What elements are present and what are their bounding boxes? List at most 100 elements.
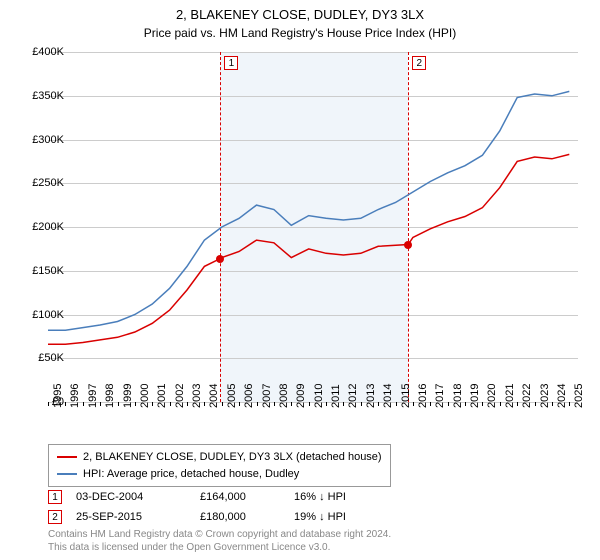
series-line xyxy=(48,91,569,330)
x-tick xyxy=(378,402,379,406)
plot-area: 12 xyxy=(48,52,578,402)
x-tick xyxy=(413,402,414,406)
x-tick-label: 2025 xyxy=(573,384,585,408)
x-tick-label: 2016 xyxy=(417,384,429,408)
x-tick-label: 2020 xyxy=(486,384,498,408)
line-series-svg xyxy=(48,52,578,402)
x-tick xyxy=(343,402,344,406)
x-tick xyxy=(482,402,483,406)
x-tick xyxy=(517,402,518,406)
x-tick-label: 1997 xyxy=(87,384,99,408)
x-tick-label: 2023 xyxy=(539,384,551,408)
footer-line-1: Contains HM Land Registry data © Crown c… xyxy=(48,528,391,541)
x-tick-label: 2022 xyxy=(521,384,533,408)
x-tick xyxy=(569,402,570,406)
x-tick-label: 2001 xyxy=(156,384,168,408)
x-tick-label: 2010 xyxy=(313,384,325,408)
x-tick xyxy=(361,402,362,406)
footer-attribution: Contains HM Land Registry data © Crown c… xyxy=(48,528,391,554)
sale-flag: 2 xyxy=(48,510,62,524)
legend-label: HPI: Average price, detached house, Dudl… xyxy=(83,466,299,483)
sale-marker-dot xyxy=(404,241,412,249)
x-tick xyxy=(170,402,171,406)
sale-delta: 16% ↓ HPI xyxy=(294,491,384,503)
x-tick xyxy=(100,402,101,406)
x-tick-label: 2007 xyxy=(261,384,273,408)
flag-label: 2 xyxy=(412,56,426,70)
x-tick-label: 1999 xyxy=(122,384,134,408)
x-tick xyxy=(48,402,49,406)
x-tick xyxy=(430,402,431,406)
sale-price: £164,000 xyxy=(200,491,280,503)
x-tick xyxy=(65,402,66,406)
x-tick-label: 2002 xyxy=(174,384,186,408)
sale-date: 25-SEP-2015 xyxy=(76,511,186,523)
x-tick-label: 2018 xyxy=(452,384,464,408)
legend-box: 2, BLAKENEY CLOSE, DUDLEY, DY3 3LX (deta… xyxy=(48,444,391,487)
x-tick xyxy=(83,402,84,406)
x-tick xyxy=(500,402,501,406)
x-tick-label: 2014 xyxy=(382,384,394,408)
x-tick-label: 2008 xyxy=(278,384,290,408)
y-tick-label: £250K xyxy=(32,177,64,189)
legend-label: 2, BLAKENEY CLOSE, DUDLEY, DY3 3LX (deta… xyxy=(83,449,382,466)
footer-line-2: This data is licensed under the Open Gov… xyxy=(48,541,391,554)
x-tick xyxy=(187,402,188,406)
x-tick xyxy=(396,402,397,406)
legend-item: 2, BLAKENEY CLOSE, DUDLEY, DY3 3LX (deta… xyxy=(57,449,382,466)
x-tick-label: 2024 xyxy=(556,384,568,408)
x-tick xyxy=(326,402,327,406)
chart-container: 2, BLAKENEY CLOSE, DUDLEY, DY3 3LX Price… xyxy=(0,0,600,560)
legend-item: HPI: Average price, detached house, Dudl… xyxy=(57,466,382,483)
x-tick xyxy=(152,402,153,406)
sale-price: £180,000 xyxy=(200,511,280,523)
sale-marker-dot xyxy=(216,255,224,263)
x-tick xyxy=(309,402,310,406)
x-tick xyxy=(204,402,205,406)
x-tick-label: 2012 xyxy=(347,384,359,408)
sale-row: 2 25-SEP-2015 £180,000 19% ↓ HPI xyxy=(48,510,384,524)
x-tick-label: 2009 xyxy=(295,384,307,408)
x-tick-label: 2013 xyxy=(365,384,377,408)
y-tick-label: £200K xyxy=(32,221,64,233)
x-tick-label: 1998 xyxy=(104,384,116,408)
x-tick-label: 2004 xyxy=(208,384,220,408)
sale-row: 1 03-DEC-2004 £164,000 16% ↓ HPI xyxy=(48,490,384,504)
x-tick xyxy=(291,402,292,406)
sale-delta: 19% ↓ HPI xyxy=(294,511,384,523)
x-tick-label: 1995 xyxy=(52,384,64,408)
legend-swatch xyxy=(57,473,77,475)
x-tick xyxy=(465,402,466,406)
y-tick-label: £350K xyxy=(32,90,64,102)
x-tick-label: 2005 xyxy=(226,384,238,408)
x-tick-label: 1996 xyxy=(69,384,81,408)
x-tick xyxy=(118,402,119,406)
y-tick-label: £100K xyxy=(32,309,64,321)
x-tick-label: 2015 xyxy=(400,384,412,408)
y-tick-label: £50K xyxy=(38,352,64,364)
x-tick xyxy=(222,402,223,406)
flag-label: 1 xyxy=(224,56,238,70)
legend-swatch xyxy=(57,456,77,458)
x-tick-label: 2017 xyxy=(434,384,446,408)
x-tick xyxy=(135,402,136,406)
y-tick-label: £150K xyxy=(32,265,64,277)
chart-title: 2, BLAKENEY CLOSE, DUDLEY, DY3 3LX xyxy=(0,0,600,24)
sale-rows: 1 03-DEC-2004 £164,000 16% ↓ HPI 2 25-SEP-201… xyxy=(48,490,384,530)
x-tick xyxy=(257,402,258,406)
x-tick-label: 2021 xyxy=(504,384,516,408)
x-tick xyxy=(535,402,536,406)
x-tick-label: 2000 xyxy=(139,384,151,408)
x-tick-label: 2011 xyxy=(330,384,342,408)
x-tick-label: 2019 xyxy=(469,384,481,408)
x-tick xyxy=(552,402,553,406)
x-tick xyxy=(239,402,240,406)
sale-flag: 1 xyxy=(48,490,62,504)
x-tick xyxy=(274,402,275,406)
y-tick-label: £400K xyxy=(32,46,64,58)
x-tick-label: 2003 xyxy=(191,384,203,408)
sale-date: 03-DEC-2004 xyxy=(76,491,186,503)
chart-subtitle: Price paid vs. HM Land Registry's House … xyxy=(0,26,600,40)
series-line xyxy=(48,154,569,344)
x-tick xyxy=(448,402,449,406)
